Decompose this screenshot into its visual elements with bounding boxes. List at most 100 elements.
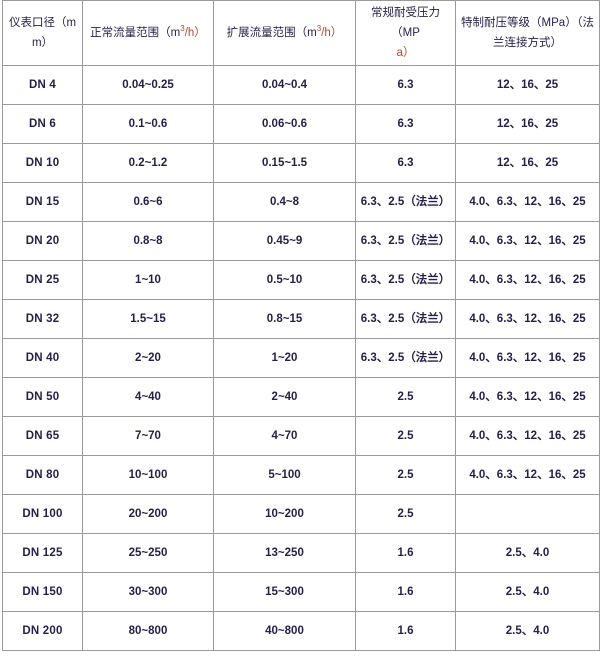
cell-extended-flow: 13~250 xyxy=(213,533,356,574)
cell-normal-flow: 0.8~8 xyxy=(82,221,214,262)
cell-extended-flow: 0.45~9 xyxy=(213,221,356,262)
cell-diameter: DN 10 xyxy=(2,143,83,184)
table-row: DN 6 0.1~0.6 0.06~0.6 6.3 12、16、25 xyxy=(2,104,600,145)
cell-normal-pressure: 6.3、2.5（法兰） xyxy=(355,299,456,340)
cell-normal-flow: 0.2~1.2 xyxy=(82,143,214,184)
table-row: DN 150 30~300 15~300 1.6 2.5、4.0 xyxy=(2,572,600,613)
column-header-special-pressure-line2: 兰连接方式） xyxy=(493,37,562,50)
cell-normal-pressure: 6.3、2.5（法兰） xyxy=(355,260,456,301)
cell-diameter: DN 125 xyxy=(2,533,83,574)
cell-extended-flow: 0.06~0.6 xyxy=(213,104,356,145)
cell-extended-flow: 0.8~15 xyxy=(213,299,356,340)
cell-normal-pressure: 6.3 xyxy=(355,104,456,145)
cell-special-pressure: 12、16、25 xyxy=(455,65,600,106)
column-header-normal-pressure-line1: 常规耐受压力（MP xyxy=(371,7,440,40)
column-header-normal-pressure-line2: a） xyxy=(396,47,415,60)
cell-extended-flow: 4~70 xyxy=(213,416,356,457)
cell-normal-flow: 25~250 xyxy=(82,533,214,574)
cell-special-pressure: 4.0、6.3、12、16、25 xyxy=(455,377,600,418)
cell-extended-flow: 0.4~8 xyxy=(213,182,356,223)
table-row: DN 80 10~100 5~100 2.5 4.0、6.3、12、16、25 xyxy=(2,455,600,496)
cell-diameter: DN 25 xyxy=(2,260,83,301)
table-row: DN 100 20~200 10~200 2.5 xyxy=(2,494,600,535)
cell-normal-flow: 80~800 xyxy=(82,611,214,652)
cell-normal-flow: 0.1~0.6 xyxy=(82,104,214,145)
column-header-extended-flow-prefix: 扩展流量范围（m xyxy=(226,27,317,40)
cell-diameter: DN 6 xyxy=(2,104,83,145)
column-header-special-pressure: 特制耐压等级（MPa）（法 兰连接方式） xyxy=(455,0,600,67)
column-header-normal-pressure: 常规耐受压力（MP a） xyxy=(355,0,456,67)
cell-diameter: DN 65 xyxy=(2,416,83,457)
column-header-extended-flow-suffix: /h） xyxy=(321,27,343,40)
cell-extended-flow: 0.04~0.4 xyxy=(213,65,356,106)
cell-normal-flow: 0.04~0.25 xyxy=(82,65,214,106)
cell-special-pressure: 4.0、6.3、12、16、25 xyxy=(455,455,600,496)
table-body: DN 4 0.04~0.25 0.04~0.4 6.3 12、16、25 DN … xyxy=(2,65,600,652)
cell-diameter: DN 100 xyxy=(2,494,83,535)
cell-special-pressure xyxy=(455,494,600,535)
cell-normal-pressure: 6.3、2.5（法兰） xyxy=(355,182,456,223)
cell-normal-flow: 4~40 xyxy=(82,377,214,418)
cell-diameter: DN 40 xyxy=(2,338,83,379)
cell-normal-flow: 0.6~6 xyxy=(82,182,214,223)
column-header-normal-flow: 正常流量范围（m3/h） xyxy=(82,0,214,67)
table-row: DN 50 4~40 2~40 2.5 4.0、6.3、12、16、25 xyxy=(2,377,600,418)
cell-extended-flow: 0.15~1.5 xyxy=(213,143,356,184)
cell-special-pressure: 2.5、4.0 xyxy=(455,611,600,652)
cell-diameter: DN 50 xyxy=(2,377,83,418)
column-header-diameter-line1: 仪表口径（m xyxy=(8,17,77,30)
cell-extended-flow: 0.5~10 xyxy=(213,260,356,301)
cell-normal-flow: 1~10 xyxy=(82,260,214,301)
cell-extended-flow: 1~20 xyxy=(213,338,356,379)
table-row: DN 125 25~250 13~250 1.6 2.5、4.0 xyxy=(2,533,600,574)
table-row: DN 4 0.04~0.25 0.04~0.4 6.3 12、16、25 xyxy=(2,65,600,106)
column-header-extended-flow-exponent: 3 xyxy=(316,24,322,34)
table-row: DN 32 1.5~15 0.8~15 6.3、2.5（法兰） 4.0、6.3、… xyxy=(2,299,600,340)
cell-normal-pressure: 2.5 xyxy=(355,377,456,418)
cell-special-pressure: 4.0、6.3、12、16、25 xyxy=(455,416,600,457)
column-header-normal-flow-exponent: 3 xyxy=(180,24,185,34)
cell-normal-pressure: 6.3 xyxy=(355,65,456,106)
table-row: DN 200 80~800 40~800 1.6 2.5、4.0 xyxy=(2,611,600,652)
column-header-diameter-line2: m） xyxy=(31,37,54,50)
cell-diameter: DN 200 xyxy=(2,611,83,652)
table-header: 仪表口径（m m） 正常流量范围（m3/h） 扩展流量范围（m3/h） 常规耐受… xyxy=(2,0,600,67)
cell-extended-flow: 5~100 xyxy=(213,455,356,496)
cell-diameter: DN 20 xyxy=(2,221,83,262)
cell-normal-flow: 1.5~15 xyxy=(82,299,214,340)
cell-normal-flow: 30~300 xyxy=(82,572,214,613)
cell-normal-pressure: 6.3 xyxy=(355,143,456,184)
column-header-diameter: 仪表口径（m m） xyxy=(2,0,83,67)
cell-normal-pressure: 2.5 xyxy=(355,416,456,457)
table-row: DN 20 0.8~8 0.45~9 6.3、2.5（法兰） 4.0、6.3、1… xyxy=(2,221,600,262)
cell-normal-pressure: 1.6 xyxy=(355,611,456,652)
cell-normal-pressure: 6.3、2.5（法兰） xyxy=(355,338,456,379)
column-header-special-pressure-line1: 特制耐压等级（MPa）（法 xyxy=(461,17,594,30)
cell-special-pressure: 2.5、4.0 xyxy=(455,572,600,613)
cell-diameter: DN 150 xyxy=(2,572,83,613)
cell-special-pressure: 4.0、6.3、12、16、25 xyxy=(455,221,600,262)
cell-normal-flow: 20~200 xyxy=(82,494,214,535)
cell-normal-flow: 7~70 xyxy=(82,416,214,457)
cell-normal-pressure: 6.3、2.5（法兰） xyxy=(355,221,456,262)
cell-extended-flow: 2~40 xyxy=(213,377,356,418)
cell-special-pressure: 12、16、25 xyxy=(455,104,600,145)
cell-special-pressure: 12、16、25 xyxy=(455,143,600,184)
cell-normal-pressure: 2.5 xyxy=(355,494,456,535)
cell-special-pressure: 4.0、6.3、12、16、25 xyxy=(455,260,600,301)
cell-special-pressure: 4.0、6.3、12、16、25 xyxy=(455,338,600,379)
cell-normal-pressure: 1.6 xyxy=(355,533,456,574)
table-row: DN 65 7~70 4~70 2.5 4.0、6.3、12、16、25 xyxy=(2,416,600,457)
cell-normal-flow: 10~100 xyxy=(82,455,214,496)
table-row: DN 15 0.6~6 0.4~8 6.3、2.5（法兰） 4.0、6.3、12… xyxy=(2,182,600,223)
cell-diameter: DN 80 xyxy=(2,455,83,496)
cell-special-pressure: 4.0、6.3、12、16、25 xyxy=(455,182,600,223)
column-header-extended-flow: 扩展流量范围（m3/h） xyxy=(213,0,356,67)
table-row: DN 10 0.2~1.2 0.15~1.5 6.3 12、16、25 xyxy=(2,143,600,184)
table-row: DN 25 1~10 0.5~10 6.3、2.5（法兰） 4.0、6.3、12… xyxy=(2,260,600,301)
cell-diameter: DN 32 xyxy=(2,299,83,340)
cell-extended-flow: 15~300 xyxy=(213,572,356,613)
table-header-row: 仪表口径（m m） 正常流量范围（m3/h） 扩展流量范围（m3/h） 常规耐受… xyxy=(2,0,600,67)
